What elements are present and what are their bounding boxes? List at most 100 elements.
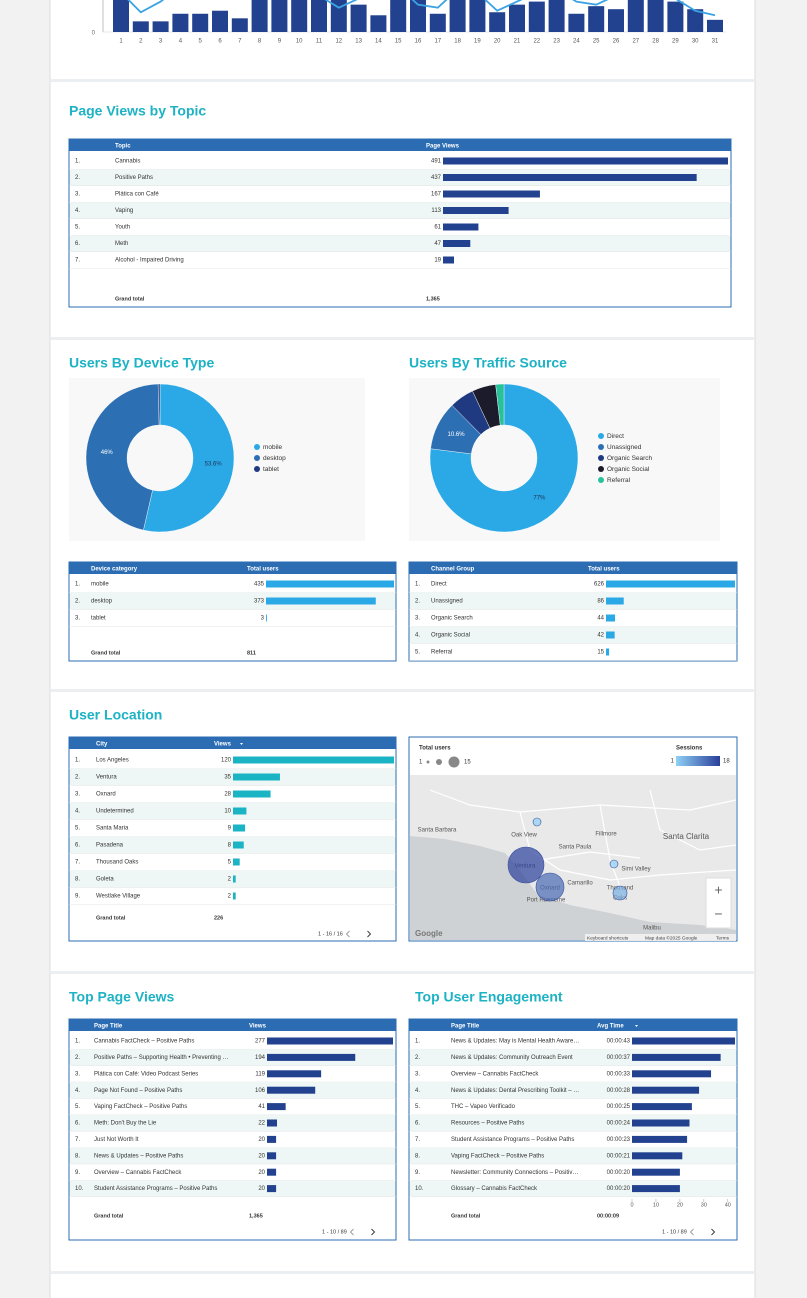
attribution: Terms <box>716 935 730 941</box>
row-shade <box>69 202 731 219</box>
row-value: 2 <box>228 877 232 883</box>
row-rank: 1. <box>75 159 80 165</box>
bar <box>528 1 545 32</box>
row-label: Goleta <box>96 877 114 883</box>
bar <box>667 1 684 32</box>
row-label: Alcohol - Impaired Driving <box>115 258 184 264</box>
map-label: Oak View <box>511 833 537 839</box>
bar <box>390 0 407 32</box>
row-rank: 3. <box>75 192 80 198</box>
row-rank: 7. <box>75 1137 80 1143</box>
next-page[interactable] <box>371 1228 376 1236</box>
pie-slice <box>85 383 160 531</box>
next-page[interactable] <box>367 930 372 938</box>
row-label: Resources – Positive Paths <box>451 1121 524 1127</box>
bar <box>233 858 240 866</box>
row-label: Student Assistance Programs – Positive P… <box>94 1186 217 1192</box>
x-tick-label: 20 <box>677 1202 683 1208</box>
bar <box>267 1135 277 1143</box>
total-label: Grand total <box>115 296 145 302</box>
row-value: 35 <box>224 775 231 781</box>
table-header <box>69 737 396 749</box>
zoom-control <box>705 877 732 929</box>
x-tick-label: 29 <box>672 39 679 45</box>
row-value: 167 <box>431 192 442 198</box>
x-tick-label: 13 <box>355 39 362 45</box>
row-rank: 9. <box>415 1170 420 1176</box>
row-value: 42 <box>597 633 604 639</box>
bar <box>267 1185 277 1193</box>
bar <box>632 1103 692 1111</box>
row-value: 491 <box>431 159 442 165</box>
row-rank: 2. <box>75 1055 80 1061</box>
row-shade <box>69 1147 396 1164</box>
row-value: 86 <box>597 599 604 605</box>
row-value: 00:00:20 <box>607 1186 631 1192</box>
section-title: Users By Device Type <box>69 355 214 371</box>
row-shade <box>69 169 731 186</box>
row-label: Youth <box>115 225 130 231</box>
total-value: 00:00:09 <box>597 1213 619 1219</box>
x-tick-label: 18 <box>454 39 461 45</box>
legend-label: Referral <box>607 477 631 484</box>
x-tick-label: 20 <box>494 39 501 45</box>
size-legend-dot <box>426 760 430 764</box>
sort-icon[interactable] <box>240 743 243 745</box>
row-rank: 1. <box>415 1039 420 1045</box>
pagination: 1 - 10 / 89 <box>662 1229 687 1235</box>
bar <box>233 875 236 883</box>
section-title: User Location <box>69 707 162 723</box>
row-label: Organic Search <box>431 616 473 622</box>
row-value: 00:00:24 <box>607 1121 631 1127</box>
road <box>539 851 641 861</box>
row-rank: 5. <box>415 650 420 656</box>
row-label: Referral <box>431 650 452 656</box>
row-label: desktop <box>91 599 113 605</box>
legend-label: mobile <box>263 444 283 451</box>
row-value: 119 <box>255 1071 265 1077</box>
prev-page[interactable] <box>689 1228 694 1236</box>
bar <box>132 21 149 32</box>
bar <box>707 19 723 32</box>
x-tick-label: 17 <box>434 39 441 45</box>
legend-label: desktop <box>263 455 286 462</box>
row-rank: 4. <box>75 208 80 214</box>
next-page[interactable] <box>711 1228 716 1236</box>
bar <box>509 4 525 33</box>
x-tick-label: 10 <box>653 1202 659 1208</box>
row-value: 435 <box>254 582 265 588</box>
legend-label: Direct <box>607 433 624 440</box>
row-shade <box>409 1114 737 1132</box>
legend-max: 18 <box>723 759 730 765</box>
map-label: Camarillo <box>567 881 593 887</box>
row-value: 20 <box>258 1153 265 1159</box>
prev-page[interactable] <box>349 1228 354 1236</box>
total-label: Grand total <box>96 915 126 921</box>
row-label: Cannabis <box>115 159 140 165</box>
row-shade <box>69 768 396 786</box>
column-header: Page Views <box>426 144 460 150</box>
row-label: Ventura <box>96 775 117 781</box>
row-value: 5 <box>228 860 232 866</box>
row-label: Vaping FactCheck – Positive Paths <box>451 1153 544 1159</box>
map-label: Fillmore <box>595 832 617 838</box>
x-tick-label: 25 <box>593 39 600 45</box>
legend-swatch <box>598 455 604 461</box>
prev-page[interactable] <box>345 930 350 938</box>
bar <box>632 1168 680 1176</box>
pie-slice <box>143 383 235 533</box>
row-rank: 1. <box>75 1039 80 1045</box>
sort-icon[interactable] <box>635 1025 638 1027</box>
row-label: News & Updates: Community Outreach Event <box>451 1055 573 1061</box>
row-shade <box>69 836 396 854</box>
section-title: Top User Engagement <box>415 989 563 1005</box>
x-tick-label: 22 <box>533 39 540 45</box>
row-value: 626 <box>594 582 605 588</box>
bar <box>632 1086 700 1094</box>
row-value: 47 <box>434 241 441 247</box>
table-frame <box>68 561 397 662</box>
bar <box>266 614 267 622</box>
row-value: 19 <box>434 258 441 264</box>
bar <box>608 9 624 32</box>
